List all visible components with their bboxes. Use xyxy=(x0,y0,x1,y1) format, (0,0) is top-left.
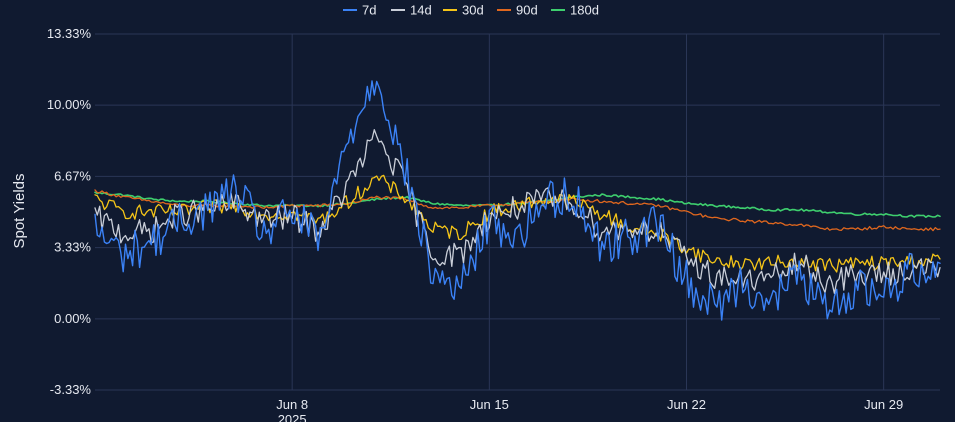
x-tick-label: Jun 8 xyxy=(276,397,308,412)
y-tick-label: 13.33% xyxy=(47,26,92,41)
legend-label-180d: 180d xyxy=(570,3,599,18)
y-tick-label: 0.00% xyxy=(54,311,91,326)
y-tick-label: 3.33% xyxy=(54,240,91,255)
x-gridlines xyxy=(291,34,885,390)
legend-label-30d: 30d xyxy=(462,3,484,18)
series-line-90d xyxy=(94,189,941,232)
series-line-30d xyxy=(94,174,941,273)
series-line-7d xyxy=(94,80,941,321)
y-axis-title: Spot Yields xyxy=(11,173,28,248)
series-layer xyxy=(94,80,941,321)
x-tick-sublabel: 2025 xyxy=(278,412,307,422)
y-axis: 13.33% 10.00% 6.67% 3.33% 0.00% -3.33% xyxy=(47,26,92,397)
y-tick-label: 10.00% xyxy=(47,97,92,112)
y-gridlines xyxy=(95,33,940,391)
legend-label-90d: 90d xyxy=(516,3,538,18)
legend-label-7d: 7d xyxy=(362,3,376,18)
legend: 7d 14d 30d 90d 180d xyxy=(343,3,599,18)
x-tick-label: Jun 29 xyxy=(864,397,903,412)
y-tick-label: -3.33% xyxy=(50,382,92,397)
x-tick-label: Jun 15 xyxy=(470,397,509,412)
x-tick-label: Jun 22 xyxy=(667,397,706,412)
y-tick-label: 6.67% xyxy=(54,168,91,183)
legend-label-14d: 14d xyxy=(410,3,432,18)
